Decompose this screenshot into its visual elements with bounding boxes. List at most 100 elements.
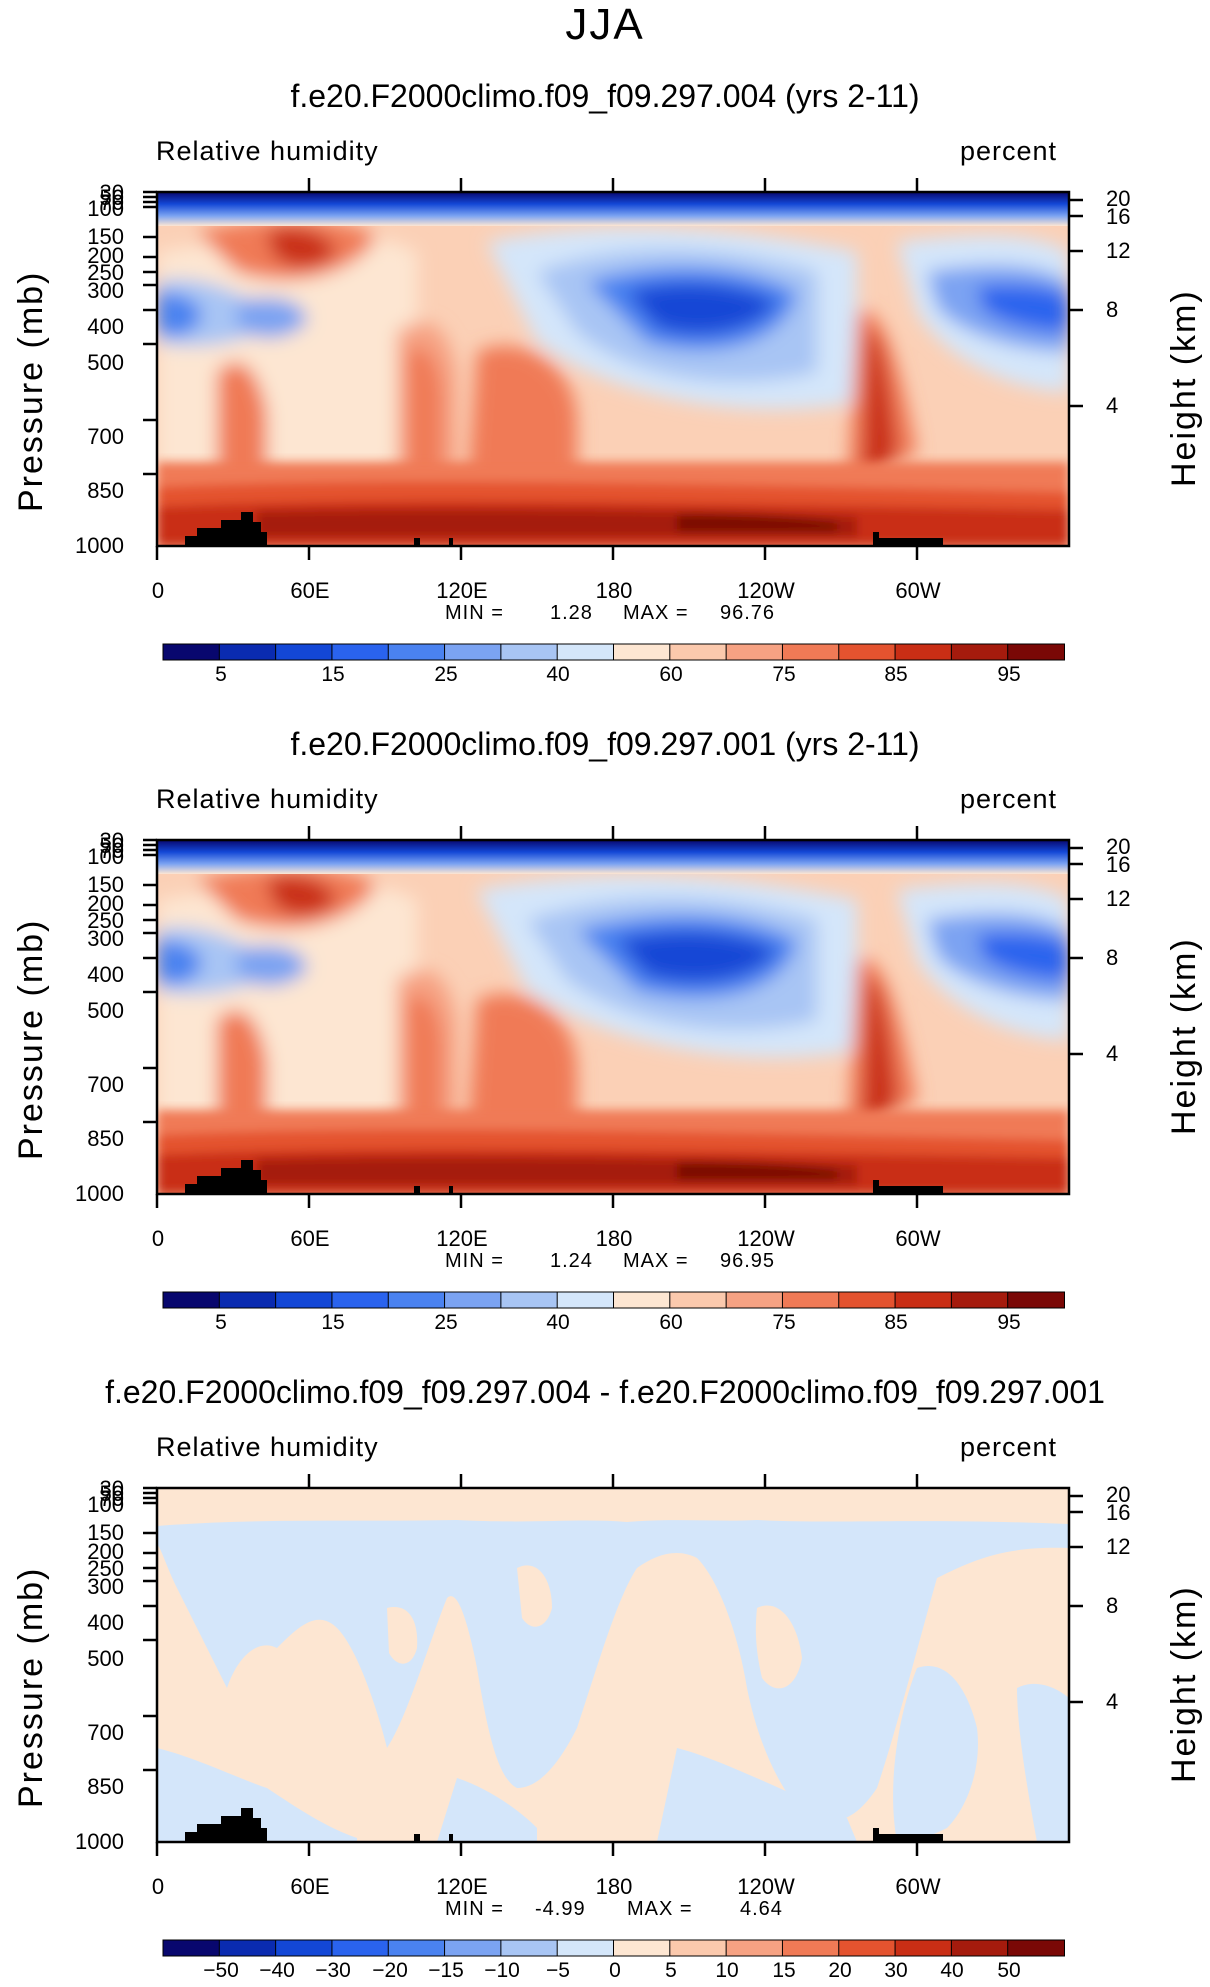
panel-3-colorbar-label: 0 xyxy=(609,1959,621,1982)
colorbar-swatch xyxy=(162,1939,221,1957)
panel-3-min-value: -4.99 xyxy=(535,1898,586,1920)
panel-2-units: percent xyxy=(960,784,1058,814)
panel-3-title: f.e20.F2000climo.f09_f09.297.004 - f.e20… xyxy=(105,1374,1105,1410)
colorbar-swatch xyxy=(162,643,221,661)
panel-1-y2-axis-label: Height (km) xyxy=(1165,289,1203,487)
colorbar-swatch xyxy=(1007,1291,1066,1309)
colorbar-swatch xyxy=(500,1291,559,1309)
panel-1-ptick: 100 xyxy=(87,196,124,221)
panel-1-colorbar-label: 85 xyxy=(884,663,908,686)
colorbar-swatch xyxy=(894,1939,953,1957)
colorbar-swatch xyxy=(669,1939,728,1957)
panel-3-ptick: 30 xyxy=(99,1476,124,1501)
panel-1-title: f.e20.F2000climo.f09_f09.297.004 (yrs 2-… xyxy=(290,78,920,114)
panel-3-ptick: 50 xyxy=(99,1481,124,1506)
panel-2-ptick: 70 xyxy=(99,838,124,863)
colorbar-swatch xyxy=(838,1939,897,1957)
panel-1-xtick: 0 xyxy=(151,578,165,603)
colorbar-swatch xyxy=(556,643,615,661)
figure-season-title: JJA xyxy=(565,0,645,49)
panel-2-htick: 16 xyxy=(1106,852,1131,877)
panel-3-colorbar-label: −50 xyxy=(203,1959,239,1982)
panel-3-ptick: 70 xyxy=(99,1486,124,1511)
panel-3-colorbar-label: 15 xyxy=(772,1959,796,1982)
panel-1-htick: 4 xyxy=(1106,393,1119,418)
colorbar-swatch xyxy=(725,643,784,661)
panel-3-colorbar-label: −5 xyxy=(546,1959,570,1982)
panel-3-colorbar-label: 40 xyxy=(940,1959,964,1982)
panel-2-colorbar-label: 60 xyxy=(659,1311,683,1334)
panel-2-xtick: 0 xyxy=(151,1226,165,1251)
panel-2-min-value: 1.24 xyxy=(550,1250,593,1272)
panel-1-ptick: 200 xyxy=(87,243,124,268)
panel-1-min-label: MIN = xyxy=(445,602,504,624)
colorbar-swatch xyxy=(669,1291,728,1309)
panel-3-xtick: 60E xyxy=(290,1874,330,1899)
panel-3-htick: 12 xyxy=(1106,1534,1131,1559)
panel-3-max-label: MAX = xyxy=(627,1898,693,1920)
panel-1-ptick: 250 xyxy=(87,260,124,285)
colorbar-swatch xyxy=(1007,643,1066,661)
colorbar-swatch xyxy=(218,643,277,661)
panel-3-plot xyxy=(143,1474,1083,1856)
panel-3-htick: 8 xyxy=(1106,1593,1119,1618)
panel-2-max-label: MAX = xyxy=(623,1250,689,1272)
panel-3-ptick: 500 xyxy=(87,1646,124,1671)
panel-1-colorbar-label: 60 xyxy=(659,663,683,686)
colorbar-swatch xyxy=(218,1291,277,1309)
panel-1-colorbar-label: 5 xyxy=(215,663,227,686)
panel-3-contours xyxy=(157,1488,1069,1842)
panel-2-xtick: 180 xyxy=(595,1226,633,1251)
panel-3-xtick: 120W xyxy=(737,1874,795,1899)
panel-3-min-label: MIN = xyxy=(445,1898,504,1920)
panel-2-plot xyxy=(143,826,1083,1208)
panel-3-colorbar-label: −30 xyxy=(315,1959,351,1982)
colorbar-swatch xyxy=(725,1291,784,1309)
panel-3-colorbar xyxy=(162,1939,1066,1957)
panel-2-min-label: MIN = xyxy=(445,1250,504,1272)
colorbar-swatch xyxy=(950,643,1009,661)
panel-3-ptick: 100 xyxy=(87,1492,124,1517)
panel-3-colorbar-label: 20 xyxy=(828,1959,852,1982)
colorbar-swatch xyxy=(894,1291,953,1309)
panel-3-colorbar-label: −20 xyxy=(372,1959,408,1982)
panel-3-xtick: 180 xyxy=(595,1874,633,1899)
panel-1-units: percent xyxy=(960,136,1058,166)
colorbar-swatch xyxy=(387,1939,446,1957)
panel-3-colorbar-label: −40 xyxy=(259,1959,295,1982)
panel-3-y2-axis-label: Height (km) xyxy=(1165,1585,1203,1783)
panel-1-ptick: 70 xyxy=(99,190,124,215)
panel-2-xtick: 60E xyxy=(290,1226,330,1251)
panel-2-variable: Relative humidity xyxy=(156,784,379,814)
panel-1-htick: 12 xyxy=(1106,238,1131,263)
colorbar-swatch xyxy=(162,1291,221,1309)
panel-3-max-value: 4.64 xyxy=(740,1898,783,1920)
panel-1-topography xyxy=(185,512,943,546)
panel-1-colorbar-label: 25 xyxy=(434,663,458,686)
panel-2-htick: 12 xyxy=(1106,886,1131,911)
panel-2-htick: 8 xyxy=(1106,945,1119,970)
panel-2-ptick: 300 xyxy=(87,926,124,951)
panel-1-variable: Relative humidity xyxy=(156,136,379,166)
panel-2-xtick: 120W xyxy=(737,1226,795,1251)
panel-1-plot xyxy=(143,178,1083,560)
panel-2-colorbar-label: 5 xyxy=(215,1311,227,1334)
panel-3-ptick: 200 xyxy=(87,1539,124,1564)
panel-3-ptick: 150 xyxy=(87,1520,124,1545)
colorbar-swatch xyxy=(331,1291,390,1309)
panel-1-htick: 20 xyxy=(1106,186,1131,211)
panel-2-ptick: 500 xyxy=(87,998,124,1023)
colorbar-swatch xyxy=(781,1291,840,1309)
panel-2-colorbar-label: 95 xyxy=(997,1311,1021,1334)
panel-1-htick: 16 xyxy=(1106,204,1131,229)
panel-1-min-value: 1.28 xyxy=(550,602,593,624)
panel-3-colorbar-label: −15 xyxy=(428,1959,464,1982)
panel-1-ptick: 30 xyxy=(99,180,124,205)
panel-3-variable: Relative humidity xyxy=(156,1432,379,1462)
panel-1-ptick: 500 xyxy=(87,350,124,375)
panel-1-xtick: 60W xyxy=(895,578,941,603)
colorbar-swatch xyxy=(218,1939,277,1957)
panel-1-xtick: 60E xyxy=(290,578,330,603)
panel-3-colorbar-label: −10 xyxy=(484,1959,520,1982)
panel-2-colorbar-label: 85 xyxy=(884,1311,908,1334)
